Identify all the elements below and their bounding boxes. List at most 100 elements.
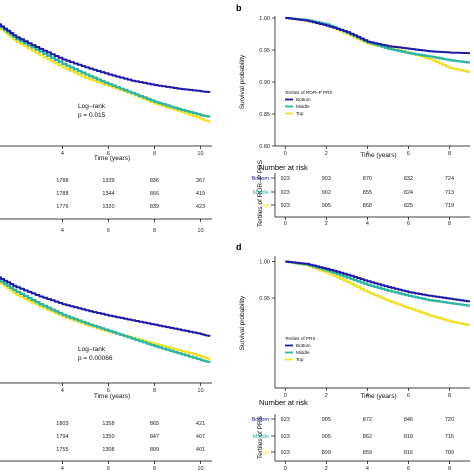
survival-curve-middle — [0, 278, 211, 364]
curves — [0, 276, 211, 364]
x-axis-label: Time (years) — [360, 393, 396, 400]
risk-count: 816 — [404, 450, 413, 456]
risk-count: 421 — [196, 421, 205, 427]
risk-count: 859 — [363, 450, 372, 456]
risk-count: 1308 — [102, 447, 114, 453]
risk-count: 839 — [150, 204, 159, 210]
risk-table-title: Number at risk — [259, 163, 308, 172]
risk-count: 1776 — [56, 204, 68, 210]
survival-curve-top — [285, 260, 470, 327]
risk-x-tick-label: 4 — [366, 221, 369, 227]
risk-count: 1803 — [56, 421, 68, 427]
x-tick-label: 10 — [197, 151, 203, 157]
risk-count: 419 — [196, 191, 205, 197]
legend-label-bottom: Bottom — [296, 97, 311, 102]
y-tick-label: 0.95 — [259, 48, 270, 54]
y-tick-label: 1.00 — [259, 260, 270, 266]
km-panel-1: b 0 2 4 6 8 Time (years) 1.00 0.95 0.90 0.85 0.80 Su… — [236, 3, 470, 227]
risk-count: 868 — [363, 203, 372, 209]
curves — [285, 16, 470, 73]
risk-count: 824 — [404, 190, 413, 196]
risk-count: 923 — [281, 190, 290, 196]
curves — [285, 260, 470, 327]
y-tick-label: 0.90 — [259, 80, 270, 86]
x-axis-label: Time (years) — [360, 152, 396, 159]
risk-count: 923 — [281, 176, 290, 182]
risk-table: 1788 1339 836 367 1788 1344 866 419 1776 1320 839 4… — [0, 178, 212, 234]
survival-curve-top — [0, 25, 211, 123]
risk-row-label-bottom: Bottom — [252, 176, 270, 182]
risk-count: 872 — [363, 417, 372, 423]
risk-row-label-middle: Middle — [253, 190, 269, 196]
legend-label-middle: Middle — [296, 104, 310, 109]
x-tick-label: 4 — [61, 388, 64, 394]
x-tick-label: 4 — [366, 151, 369, 157]
risk-table-title: Number at risk — [259, 398, 308, 407]
risk-x-tick-label: 0 — [284, 221, 287, 227]
x-axis: 4 6 8 10 Time (years) — [0, 145, 212, 162]
legend: Tertiles of PRS Bottom Middle Top — [285, 336, 315, 362]
y-tick-label: 0.80 — [259, 144, 270, 150]
logrank-annotation: p = 0.015 — [78, 112, 106, 119]
risk-count: 713 — [445, 190, 454, 196]
risk-x-tick-label: 6 — [407, 466, 410, 472]
km-panel-3: d 0 2 4 6 8 Time (years) 1.00 0.95 Survival proba… — [236, 242, 470, 472]
legend-title: Tertiles of PRS — [285, 336, 315, 341]
y-tick-label: 0.95 — [259, 296, 270, 302]
legend-title: Tertiles of ROR–P PRS — [285, 90, 332, 95]
x-tick-label: 6 — [407, 393, 410, 399]
risk-count: 1788 — [56, 178, 68, 184]
risk-x-tick-label: 8 — [448, 466, 451, 472]
legend-label-middle: Middle — [296, 350, 310, 355]
x-tick-label: 6 — [407, 151, 410, 157]
risk-table-ylabel: Tertiles of PRS — [257, 415, 264, 459]
x-axis: 0 2 4 6 8 Time (years) — [275, 387, 470, 400]
km-panel-2: 4 6 8 10 Time (years) Log–rank p = 0.00066 1803… — [0, 276, 212, 472]
risk-x-tick-label: 0 — [284, 466, 287, 472]
risk-count: 724 — [445, 176, 454, 182]
logrank-annotation: p = 0.00066 — [78, 355, 113, 362]
risk-count: 1755 — [56, 447, 68, 453]
risk-count: 709 — [445, 450, 454, 456]
survival-curve-bottom — [0, 23, 211, 93]
legend-label-top: Top — [296, 357, 304, 362]
risk-x-tick-label: 8 — [153, 228, 156, 234]
risk-count: 866 — [150, 191, 159, 197]
x-tick-label: 4 — [61, 151, 64, 157]
risk-count: 836 — [150, 178, 159, 184]
risk-count: 719 — [445, 203, 454, 209]
risk-count: 923 — [281, 450, 290, 456]
risk-count: 846 — [404, 417, 413, 423]
risk-x-tick-label: 2 — [325, 221, 328, 227]
x-tick-label: 0 — [284, 393, 287, 399]
risk-count: 1320 — [102, 204, 114, 210]
risk-count: 825 — [404, 203, 413, 209]
survival-curve-middle — [285, 260, 470, 307]
x-tick-label: 8 — [153, 151, 156, 157]
risk-count: 1788 — [56, 191, 68, 197]
risk-count: 923 — [281, 203, 290, 209]
risk-x-tick-label: 4 — [61, 466, 64, 472]
risk-x-tick-label: 2 — [325, 466, 328, 472]
risk-count: 905 — [322, 434, 331, 440]
panel-letter: d — [236, 242, 242, 252]
risk-x-tick-label: 10 — [197, 228, 203, 234]
x-axis-label: Time (years) — [94, 393, 130, 400]
risk-count: 905 — [322, 203, 331, 209]
risk-count: 423 — [196, 204, 205, 210]
x-axis-label: Time (years) — [94, 155, 130, 162]
risk-count: 1350 — [102, 434, 114, 440]
y-tick-label: 0.85 — [259, 112, 270, 118]
risk-x-tick-label: 4 — [61, 228, 64, 234]
km-panel-0: 4 6 8 10 Time (years) Log–rank p = 0.015 1788 13… — [0, 23, 212, 234]
risk-table: Number at risk 923 903 870 832 724 Bottom 923 90… — [252, 159, 470, 227]
logrank-annotation: Log–rank — [78, 346, 106, 353]
logrank-annotation: Log–rank — [78, 103, 106, 110]
risk-count: 407 — [196, 434, 205, 440]
survival-curve-bottom — [285, 17, 470, 55]
risk-count: 401 — [196, 447, 205, 453]
risk-count: 865 — [150, 421, 159, 427]
risk-count: 902 — [322, 190, 331, 196]
risk-count: 923 — [281, 417, 290, 423]
